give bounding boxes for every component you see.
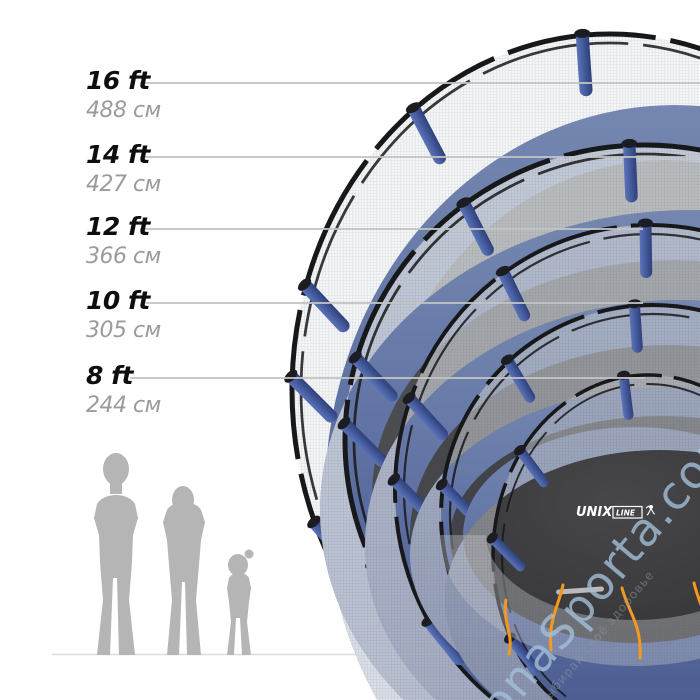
net-pole <box>456 197 494 256</box>
size-connector-10ft <box>146 302 643 304</box>
size-connector-12ft <box>140 228 643 230</box>
size-centimeters: 366 см <box>86 244 161 269</box>
net-pole <box>337 416 388 467</box>
unix-line-logo: UNIX LINE <box>576 505 656 520</box>
net-pole <box>297 278 350 333</box>
size-centimeters: 244 см <box>86 393 161 418</box>
net-pole <box>500 354 536 403</box>
net-pole <box>495 265 531 322</box>
net-top-rail <box>491 373 700 700</box>
net-pole <box>637 218 653 278</box>
size-label-16ft: 16 ft 488 см <box>86 68 161 122</box>
size-feet: 10 ft <box>86 286 150 315</box>
safety-pad-ring <box>320 210 700 700</box>
net-top-rail <box>439 303 700 700</box>
net-pole <box>405 102 447 165</box>
safety-pad-ring <box>365 300 700 700</box>
net-pole <box>284 369 338 423</box>
silhouette-child <box>227 549 254 655</box>
nested-trampolines <box>284 28 700 700</box>
size-centimeters: 427 см <box>86 172 161 197</box>
net-top-rail <box>342 142 700 700</box>
scale-figures <box>94 453 254 655</box>
tie-straps <box>503 581 700 660</box>
size-label-8ft: 8 ft 244 см <box>86 363 161 417</box>
size-centimeters: 488 см <box>86 98 161 123</box>
size-feet: 16 ft <box>86 66 150 95</box>
net-zipper-handle <box>556 586 604 595</box>
size-label-14ft: 14 ft 427 см <box>86 142 161 196</box>
net-pole <box>402 391 449 441</box>
gymnast-icon <box>645 505 656 516</box>
net-pole <box>486 532 526 572</box>
net-pole <box>513 444 549 488</box>
size-connector-8ft <box>130 377 645 379</box>
size-label-10ft: 10 ft 305 см <box>86 288 161 342</box>
size-feet: 14 ft <box>86 140 150 169</box>
silhouette-man <box>94 453 138 655</box>
size-feet: 12 ft <box>86 212 150 241</box>
size-connector-14ft <box>140 156 700 158</box>
size-centimeters: 305 см <box>86 318 161 343</box>
net-pole <box>621 138 638 203</box>
net-pole <box>574 28 593 97</box>
size-feet: 8 ft <box>86 361 133 390</box>
net-top-rail <box>289 31 700 700</box>
logo-brand: UNIX <box>576 505 613 520</box>
silhouette-woman <box>163 486 205 655</box>
logo-sub: LINE <box>616 509 636 518</box>
size-label-12ft: 12 ft 366 см <box>86 214 161 268</box>
size-connector-16ft <box>140 82 700 84</box>
net-pole <box>627 299 643 353</box>
